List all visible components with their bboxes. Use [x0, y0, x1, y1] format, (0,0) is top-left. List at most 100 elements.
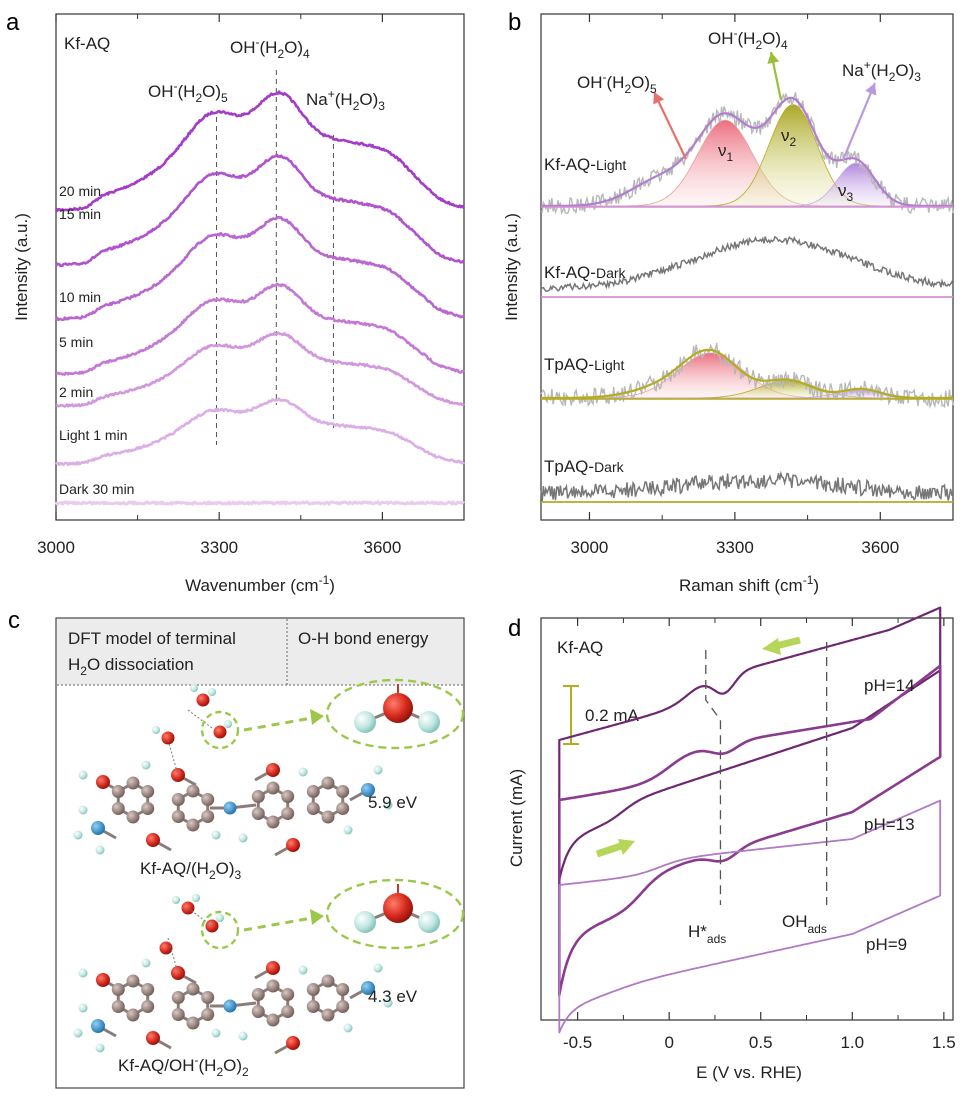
zoom-ellipse	[325, 678, 465, 750]
atom-C	[141, 785, 155, 798]
spectrum-curve-a-6	[54, 500, 465, 506]
spectrum-curve-a-4	[55, 331, 465, 408]
atom-C	[201, 810, 215, 823]
atom-H	[78, 770, 88, 780]
atom-H	[78, 968, 88, 978]
atom-C	[126, 776, 140, 790]
atom-H	[73, 830, 83, 840]
atom-H	[192, 894, 200, 902]
series-label-b-1: Kf-AQ-Dark	[544, 263, 627, 282]
spectra-b: Kf-AQ-Light ν1 ν2 ν3 OH-(H2O)5 OH-(H2O)4 Na+(H…	[540, 26, 954, 503]
atom-C	[281, 790, 295, 803]
atom-O	[96, 775, 110, 789]
atom-C	[251, 1005, 265, 1018]
atom-C	[171, 810, 185, 823]
series-label-d-0: pH=14	[864, 676, 915, 695]
x-axis-label-a: Wavenumber (cm-1)	[185, 573, 335, 595]
x-tick-label-a-3000: 3000	[37, 538, 75, 557]
x-axis-label-b: Raman shift (cm-1)	[679, 573, 819, 595]
energy-value-1: 5.9 eV	[368, 793, 418, 812]
atom-H	[141, 760, 151, 770]
assignment-label-b-1: OH-(H2O)4	[708, 26, 788, 52]
assignment-label-b-0: OH-(H2O)5	[577, 70, 657, 96]
atom-O	[213, 725, 227, 739]
series-label-a-0: 20 min	[59, 183, 101, 199]
atom-H	[383, 800, 393, 810]
atom-C	[321, 974, 335, 988]
atom-O	[286, 1036, 300, 1050]
atom-C	[266, 1013, 280, 1027]
zoom-arrow	[243, 716, 313, 732]
assignment-arrowhead-b-0	[653, 92, 665, 105]
component-label-b-1: ν2	[781, 126, 797, 149]
scan-arrow-forward	[595, 842, 623, 858]
atom-C	[171, 793, 185, 806]
series-label-a-1: 15 min	[59, 206, 101, 222]
x-tick-label-d-2: 0.5	[749, 1033, 773, 1052]
peak-label-a-2: Na+(H2O)3	[306, 87, 385, 113]
x-tick-label-b-3600: 3600	[861, 538, 899, 557]
atom-H	[95, 845, 105, 855]
atom-H	[211, 830, 221, 840]
atom-C	[186, 982, 200, 996]
x-tick-label-d-4: 1.5	[932, 1033, 956, 1052]
spectrum-curve-a-2	[54, 215, 465, 322]
model-name-2: Kf-AQ/OH-(H2O)2	[118, 1053, 249, 1079]
assignment-arrow-b-2	[841, 82, 877, 161]
atom-H	[78, 805, 88, 815]
y-axis-label-d: Current (mA)	[507, 769, 526, 867]
atom-C	[266, 979, 280, 993]
x-tick-label-d-3: 1.0	[840, 1033, 864, 1052]
atom-C	[126, 1008, 140, 1022]
molecule-models	[73, 678, 465, 1055]
atom-C	[306, 983, 320, 996]
panel-label-d: d	[508, 615, 521, 642]
x-tick-label-a-3600: 3600	[363, 538, 401, 557]
atom-C	[186, 1016, 200, 1030]
atom-C	[111, 1000, 125, 1013]
atom-C	[336, 802, 350, 815]
atom-H	[172, 896, 180, 904]
energy-value-2: 4.3 eV	[368, 987, 418, 1006]
peak-label-a-0: OH-(H2O)5	[148, 79, 228, 105]
y-axis-label-b: Intensity (a.u.)	[502, 213, 521, 321]
atom-O	[196, 693, 210, 707]
zoom-arrow	[243, 916, 313, 932]
peak-label-a-1: OH-(H2O)4	[230, 35, 310, 61]
atom-H	[354, 911, 376, 933]
atom-C	[336, 983, 350, 996]
x-tick-label-d-0: -0.5	[563, 1033, 592, 1052]
series-labels-a: 20 min 15 min 10 min 5 min 2 min Light 1 min D…	[59, 183, 134, 497]
atom-C	[281, 1005, 295, 1018]
atom-O	[146, 1031, 160, 1045]
sample-label-d: Kf-AQ	[557, 638, 603, 657]
spectrum-curve-a-1	[54, 153, 466, 268]
series-label-d-2: pH=9	[866, 935, 907, 954]
atom-H	[141, 958, 151, 968]
panel-label-b: b	[508, 9, 521, 36]
atom-C	[111, 983, 125, 996]
atom-C	[171, 1008, 185, 1021]
atom-H	[95, 1043, 105, 1053]
spectra-a	[54, 90, 466, 506]
scan-arrow-reverse-head	[762, 638, 781, 655]
plot-frame-d	[540, 617, 954, 1021]
x-ticks-d: -0.5 0 0.5 1.0 1.5	[563, 618, 956, 1052]
fit-envelope-b-2	[541, 348, 953, 400]
header-model-line2: H2O dissociation	[68, 655, 194, 678]
model-name-1: Kf-AQ/(H2O)3	[140, 859, 242, 882]
marker-label-d-0: H*ads	[688, 922, 726, 946]
atom-O	[161, 731, 175, 745]
atom-O	[383, 893, 413, 923]
atom-C	[201, 1008, 215, 1021]
assignment-arrowhead-b-1	[767, 52, 780, 64]
marker-label-d-1: OHads	[782, 912, 827, 936]
atom-N	[361, 783, 375, 797]
atom-C	[186, 818, 200, 832]
atom-H	[216, 914, 224, 922]
atom-C	[111, 785, 125, 798]
atom-C	[336, 785, 350, 798]
series-label-b-2: TpAQ-Light	[544, 355, 625, 374]
panel-d: d Kf-AQ 0.2 mA pH=14 pH=13 pH=9 H*ads OHads -0…	[507, 606, 956, 1082]
atom-N	[223, 999, 237, 1013]
